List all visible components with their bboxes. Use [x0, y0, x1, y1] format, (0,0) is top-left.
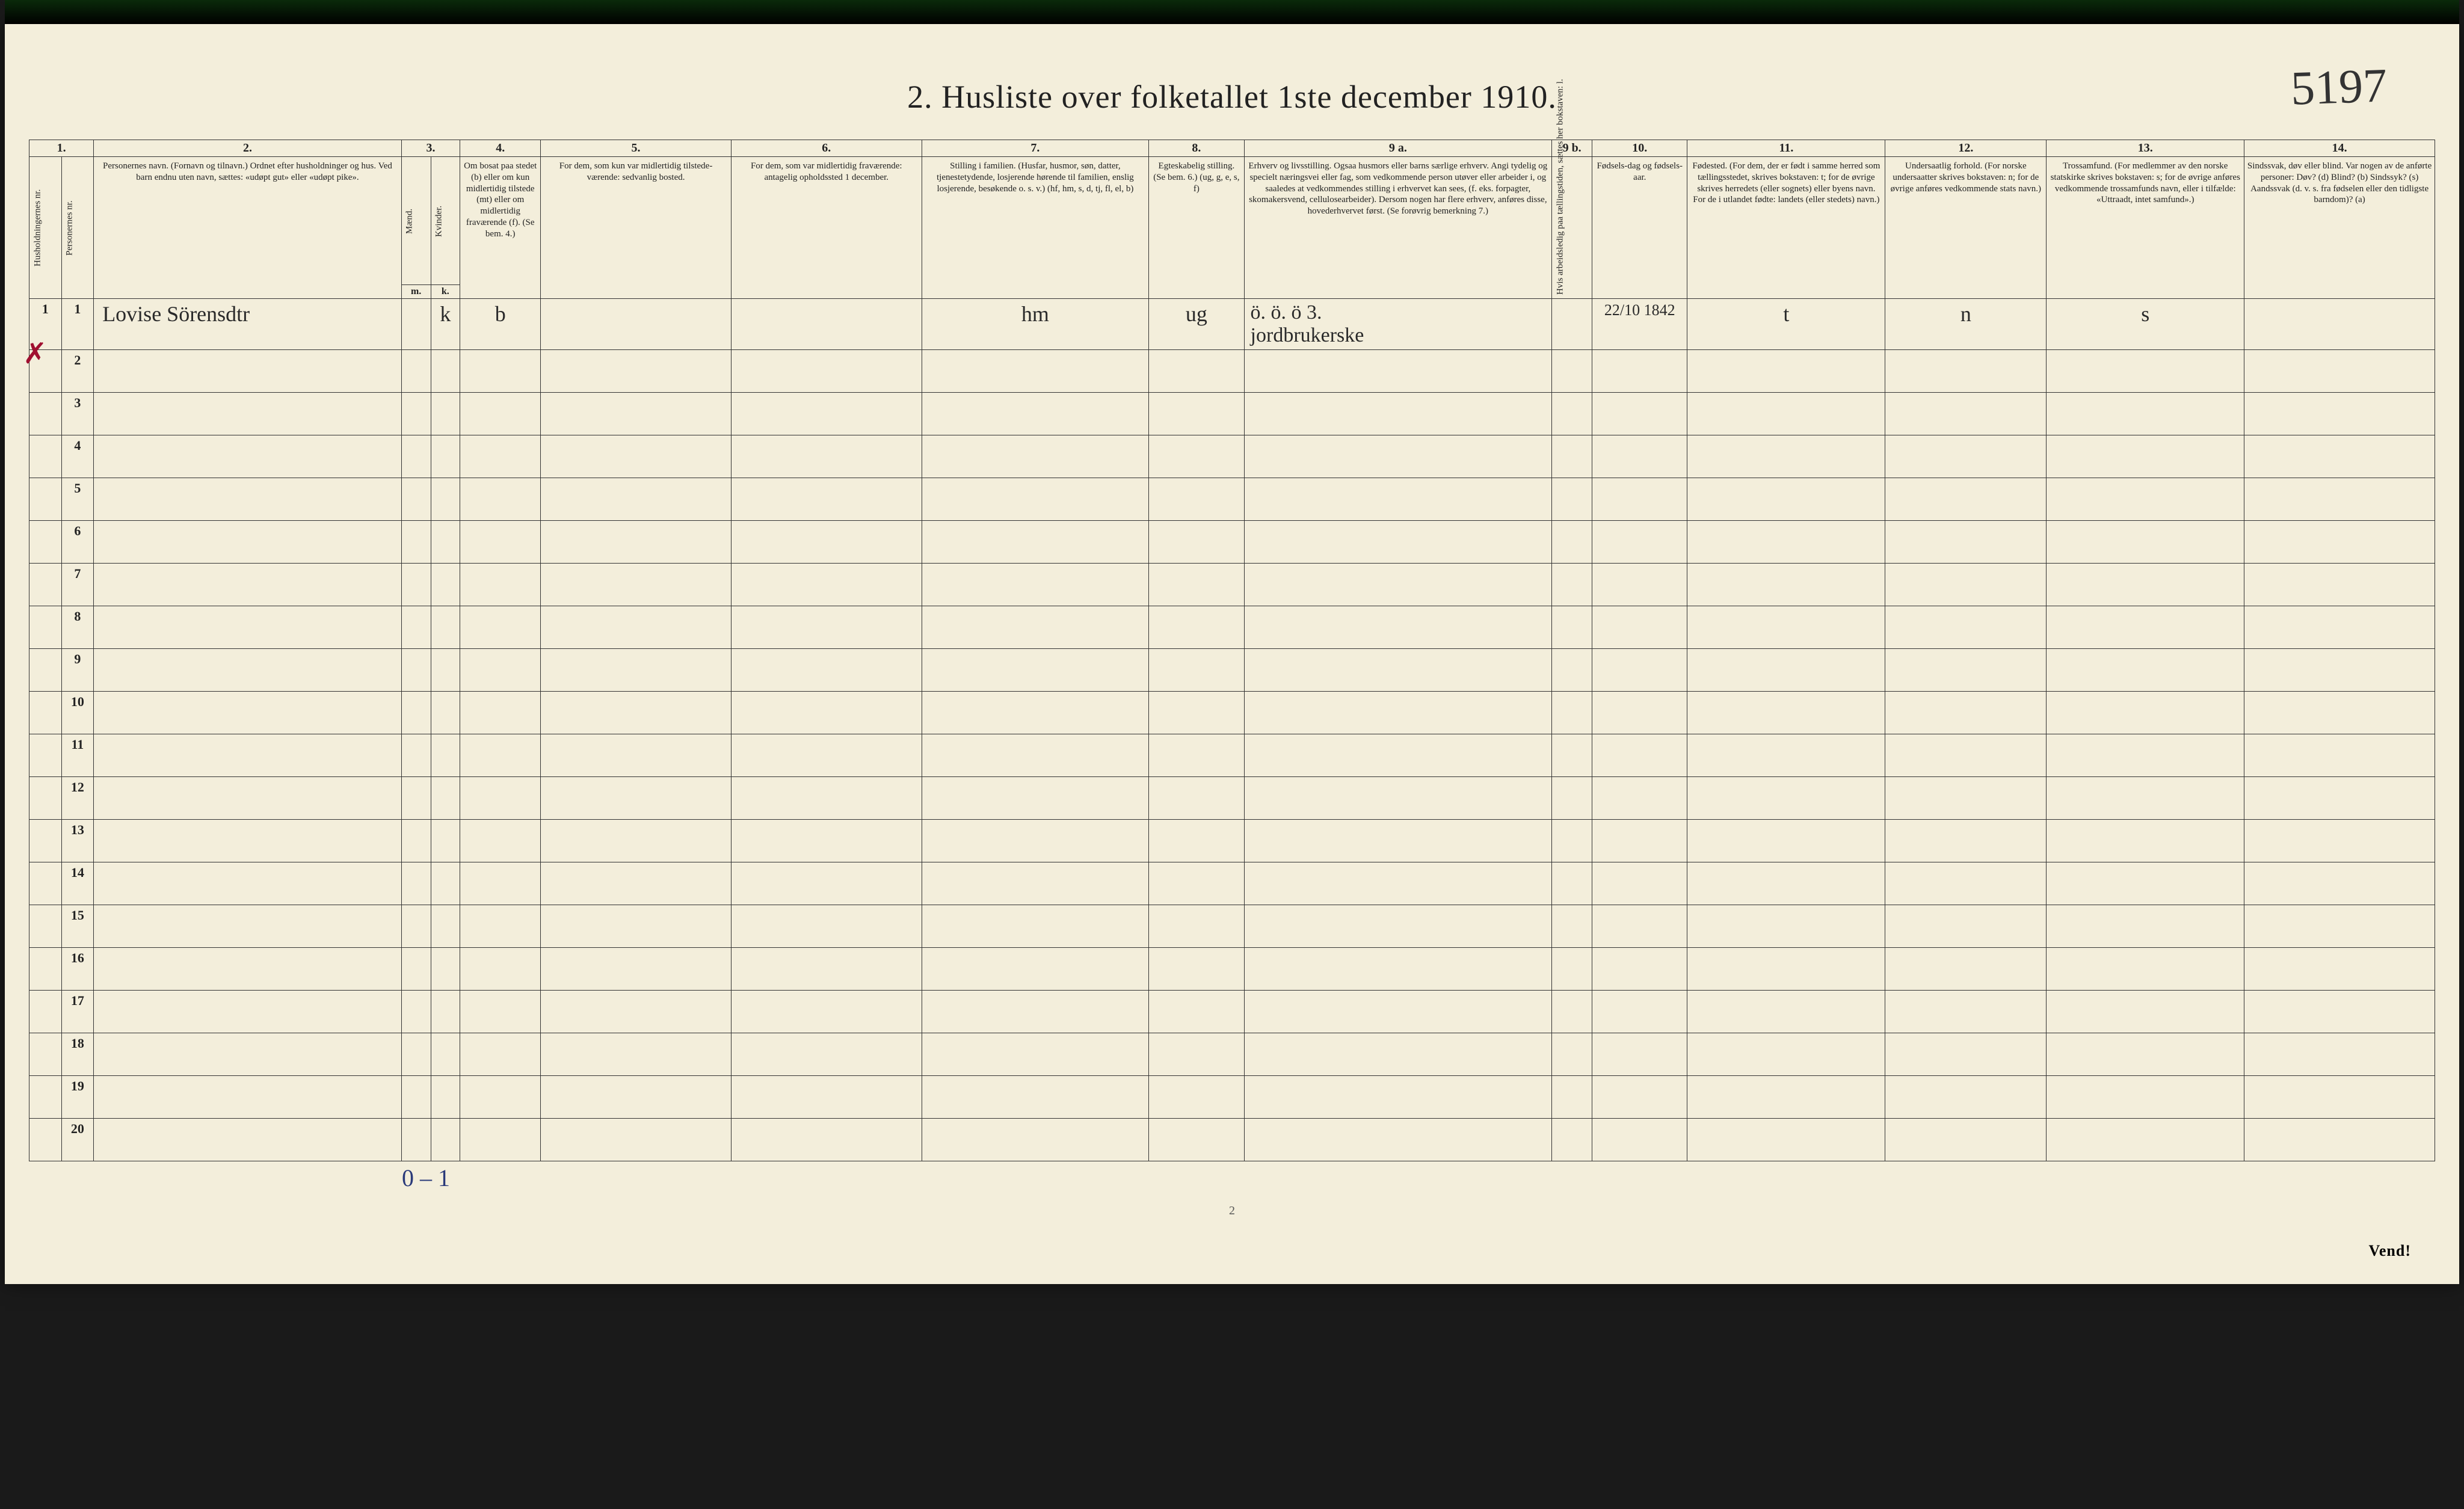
table-row: 20: [29, 1119, 2435, 1161]
table-row: 7: [29, 564, 2435, 606]
cell-7: hm: [922, 299, 1149, 350]
colnum-14: 14.: [2244, 140, 2435, 157]
cell-5: [541, 299, 732, 350]
census-table: 1. 2. 3. 4. 5. 6. 7. 8. 9 a. 9 b. 10. 11…: [29, 140, 2435, 1161]
colnum-9a: 9 a.: [1244, 140, 1552, 157]
colnum-7: 7.: [922, 140, 1149, 157]
head-14: Sindssvak, døv eller blind. Var nogen av…: [2244, 157, 2435, 299]
head-kvinder: Kvinder.: [431, 157, 460, 285]
cell-11: t: [1687, 299, 1885, 350]
cell-m: [401, 299, 431, 350]
colnum-3: 3.: [401, 140, 460, 157]
head-name: Personernes navn. (Fornavn og tilnavn.) …: [94, 157, 402, 299]
cell-9a-main: jordbrukerske: [1251, 324, 1364, 346]
table-row: 4: [29, 435, 2435, 478]
table-row: 1 1 Lovise Sörensdtr k b hm ug ö. ö. ö 3…: [29, 299, 2435, 350]
colnum-12: 12.: [1885, 140, 2047, 157]
colnum-11: 11.: [1687, 140, 1885, 157]
table-row: 14: [29, 862, 2435, 905]
head-8: Egteskabelig stilling. (Se bem. 6.) (ug,…: [1149, 157, 1244, 299]
table-row: 8: [29, 606, 2435, 649]
column-number-row: 1. 2. 3. 4. 5. 6. 7. 8. 9 a. 9 b. 10. 11…: [29, 140, 2435, 157]
head-maend: Mænd.: [401, 157, 431, 285]
table-row: 10: [29, 692, 2435, 734]
cell-14: [2244, 299, 2435, 350]
scanner-top-bar: [5, 0, 2459, 24]
table-row: 3: [29, 393, 2435, 435]
cell-13: s: [2047, 299, 2244, 350]
head-person-no: Personernes nr.: [61, 157, 94, 299]
table-row: 16: [29, 948, 2435, 991]
head-9a: Erhverv og livsstilling. Ogsaa husmors e…: [1244, 157, 1552, 299]
head-11: Fødested. (For dem, der er født i samme …: [1687, 157, 1885, 299]
head-12: Undersaatlig forhold. (For norske unders…: [1885, 157, 2047, 299]
head-household-no: Husholdningernes nr.: [29, 157, 62, 299]
header-row: Husholdningernes nr. Personernes nr. Per…: [29, 157, 2435, 285]
head-bosat: Om bosat paa stedet (b) eller om kun mid…: [460, 157, 541, 299]
table-row: 15: [29, 905, 2435, 948]
printed-page-number: 2: [29, 1198, 2435, 1218]
colnum-2: 2.: [94, 140, 402, 157]
cell-9b: [1552, 299, 1592, 350]
colnum-6: 6.: [731, 140, 922, 157]
table-row: 6: [29, 521, 2435, 564]
red-check-mark: ✗: [23, 337, 47, 370]
head-7: Stilling i familien. (Husfar, husmor, sø…: [922, 157, 1149, 299]
table-row: 5: [29, 478, 2435, 521]
head-6: For dem, som var midlertidig fraværende:…: [731, 157, 922, 299]
cell-bosat: b: [460, 299, 541, 350]
sub-k: k.: [431, 285, 460, 299]
cell-9a-sup: ö. ö. ö 3.: [1251, 301, 1548, 324]
cell-6: [731, 299, 922, 350]
table-row: 11: [29, 734, 2435, 777]
colnum-1: 1.: [29, 140, 94, 157]
table-row: 19: [29, 1076, 2435, 1119]
cell-pn: 1: [61, 299, 94, 350]
colnum-13: 13.: [2047, 140, 2244, 157]
census-form-page: 5197 2. Husliste over folketallet 1ste d…: [5, 24, 2459, 1284]
head-13: Trossamfund. (For medlemmer av den norsk…: [2047, 157, 2244, 299]
sub-m: m.: [401, 285, 431, 299]
cell-10: 22/10 1842: [1592, 299, 1687, 350]
head-5: For dem, som kun var midlertidig tilsted…: [541, 157, 732, 299]
colnum-4: 4.: [460, 140, 541, 157]
cell-8: ug: [1149, 299, 1244, 350]
form-title: 2. Husliste over folketallet 1ste decemb…: [29, 78, 2435, 115]
colnum-10: 10.: [1592, 140, 1687, 157]
table-row: 12: [29, 777, 2435, 820]
table-row: 2: [29, 350, 2435, 393]
colnum-8: 8.: [1149, 140, 1244, 157]
head-9b: Hvis arbeidsledig paa tællingstiden, sæt…: [1552, 157, 1592, 299]
table-row: 9: [29, 649, 2435, 692]
cell-12: n: [1885, 299, 2047, 350]
table-row: 17: [29, 991, 2435, 1033]
turn-over-label: Vend!: [29, 1218, 2435, 1260]
head-10: Fødsels-dag og fødsels-aar.: [1592, 157, 1687, 299]
table-row: 13: [29, 820, 2435, 862]
table-row: 18: [29, 1033, 2435, 1076]
colnum-5: 5.: [541, 140, 732, 157]
handwritten-page-number: 5197: [2290, 58, 2388, 117]
cell-name: Lovise Sörensdtr: [94, 299, 402, 350]
cell-9a: ö. ö. ö 3. jordbrukerske: [1244, 299, 1552, 350]
cell-k: k: [431, 299, 460, 350]
gender-tally: 0 – 1: [366, 1161, 486, 1198]
